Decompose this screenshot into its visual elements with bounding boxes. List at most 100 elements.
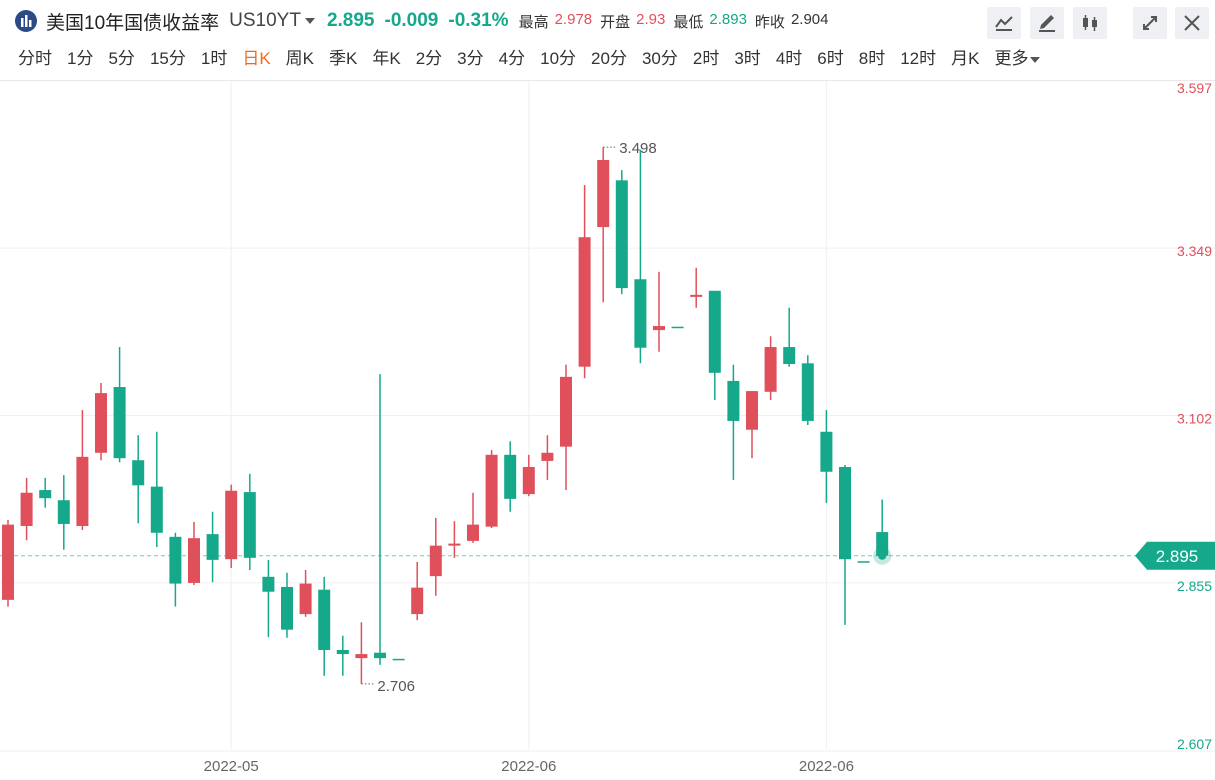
- quote-row: 美国10年国债收益率 US10YT 2.895 -0.009 -0.31% 最高…: [14, 6, 836, 36]
- interval-tab[interactable]: 年K: [372, 49, 401, 68]
- candle-body: [690, 294, 703, 297]
- candle-body: [281, 586, 293, 630]
- interval-tab[interactable]: 10分: [540, 49, 577, 68]
- candle-body: [597, 159, 610, 228]
- candle-body: [411, 587, 424, 615]
- candle-body: [188, 538, 200, 583]
- stat-label: 最低: [673, 13, 704, 31]
- candle-body: [839, 467, 851, 560]
- candle-body: [299, 583, 312, 615]
- candle-body: [113, 387, 126, 459]
- fullscreen-button[interactable]: [1133, 7, 1167, 39]
- candle-body: [857, 561, 870, 563]
- stat-label: 昨收: [754, 13, 785, 31]
- interval-tab[interactable]: 日K: [242, 49, 271, 68]
- candle-body: [76, 456, 89, 526]
- interval-tab[interactable]: 季K: [329, 49, 358, 68]
- candle-body: [467, 524, 479, 541]
- candle-body: [39, 490, 52, 499]
- draw-tool-button[interactable]: [1030, 7, 1064, 39]
- interval-tab[interactable]: 月K: [951, 49, 980, 68]
- interval-tab[interactable]: 4时: [775, 49, 803, 68]
- change-pct: -0.31%: [448, 10, 509, 31]
- interval-tab[interactable]: 2时: [692, 49, 720, 68]
- candle-body: [820, 431, 833, 472]
- y-tick-label: 3.102: [1177, 411, 1212, 427]
- candle-body: [783, 347, 796, 364]
- interval-tab[interactable]: 20分: [591, 49, 627, 68]
- interval-tab[interactable]: 6时: [817, 49, 844, 68]
- candle-body: [541, 452, 554, 461]
- more-arrow[interactable]: [1030, 56, 1041, 64]
- candle-body: [485, 454, 498, 527]
- stats: 最高 2.978 开盘 2.93 最低 2.893 昨收 2.904: [519, 11, 837, 32]
- stat-label: 开盘: [600, 13, 631, 31]
- change: -0.009: [384, 10, 439, 31]
- candle-body: [318, 589, 331, 651]
- header: 美国10年国债收益率 US10YT 2.895 -0.009 -0.31% 最高…: [0, 0, 1215, 81]
- interval-tab[interactable]: 15分: [149, 49, 186, 68]
- price: 2.895: [326, 10, 375, 31]
- interval-tab[interactable]: 更多: [994, 44, 1041, 69]
- candle-body: [634, 279, 647, 348]
- stat-value: 2.904: [790, 10, 829, 28]
- interval-tab[interactable]: 3时: [734, 49, 761, 68]
- candle-body: [355, 654, 368, 659]
- last-price-label: 2.895: [1156, 547, 1199, 566]
- interval-tab[interactable]: 分时: [18, 49, 52, 68]
- candle-body: [671, 326, 684, 329]
- candle-body: [392, 658, 405, 661]
- symbol[interactable]: US10YT: [229, 10, 301, 31]
- candle-body: [504, 454, 517, 499]
- last-price-tag: [1135, 541, 1215, 570]
- extreme-label: 2.706: [377, 678, 415, 695]
- candle-body: [57, 500, 70, 524]
- candle-body: [615, 180, 628, 289]
- candle-body: [169, 536, 182, 584]
- candle-body: [95, 393, 107, 453]
- candle-body: [243, 492, 256, 558]
- close-button[interactable]: [1175, 7, 1209, 39]
- interval-toolbar: 分时 1分 5分 15分 1时 日K 周K 季K 年K 2分 3分 4分 10分 20分 30分 2时 3时 4时…: [18, 44, 1041, 69]
- dropdown-arrow[interactable]: [304, 17, 315, 25]
- title: 美国10年国债收益率: [46, 12, 220, 34]
- x-tick-label: 2022-06: [501, 758, 556, 775]
- candle-body: [206, 534, 219, 560]
- candle-body: [20, 492, 33, 526]
- candle-body: [262, 576, 275, 592]
- stat-value: 2.893: [709, 10, 747, 28]
- stat-value: 2.93: [636, 10, 666, 28]
- interval-tab[interactable]: 周K: [285, 49, 315, 68]
- interval-tab[interactable]: 1分: [67, 49, 94, 68]
- candle-body: [708, 290, 721, 373]
- candle-body: [448, 543, 461, 546]
- candle-tool-button[interactable]: [1073, 7, 1107, 39]
- y-tick-label: 2.607: [1177, 736, 1212, 752]
- interval-tab[interactable]: 2分: [415, 49, 443, 68]
- interval-tab[interactable]: 12时: [900, 49, 937, 68]
- line-tool-button[interactable]: [987, 7, 1021, 39]
- interval-tab[interactable]: 5分: [108, 49, 135, 68]
- interval-tab[interactable]: 1时: [200, 49, 228, 68]
- candle-body: [876, 532, 889, 556]
- x-tick-label: 2022-05: [204, 758, 259, 775]
- candle-body: [578, 237, 591, 367]
- x-tick-label: 2022-06: [799, 758, 854, 775]
- interval-tab[interactable]: 3分: [457, 49, 484, 68]
- interval-tab[interactable]: 8时: [858, 49, 886, 68]
- candle-body: [801, 363, 814, 421]
- interval-tab[interactable]: 30分: [641, 49, 678, 68]
- candle-body: [522, 467, 535, 495]
- interval-tab[interactable]: 4分: [498, 49, 526, 68]
- stat-value: 2.978: [554, 10, 593, 28]
- candle-body: [2, 524, 14, 600]
- candle-body: [225, 490, 238, 560]
- candle-body: [336, 650, 349, 655]
- logo-icon: [15, 10, 37, 32]
- candle-body: [132, 460, 145, 486]
- stat-label: 最高: [518, 13, 549, 31]
- candle-body: [727, 380, 740, 421]
- candle-body: [764, 347, 777, 392]
- y-tick-label: 3.597: [1177, 81, 1212, 96]
